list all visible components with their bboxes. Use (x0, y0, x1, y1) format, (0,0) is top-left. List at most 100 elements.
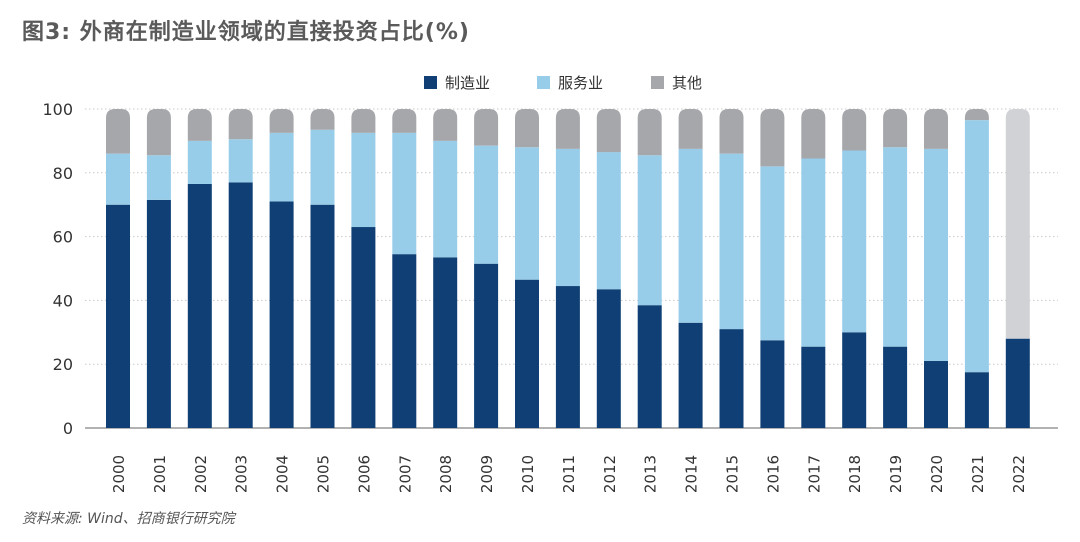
bar-2011-other (555, 109, 580, 149)
x-tick-label-2001: 2001 (151, 455, 169, 493)
bar-2001-other (146, 109, 171, 156)
bar-2003-manufacturing (228, 182, 253, 428)
bar-2004-services (269, 132, 294, 202)
bar-2009-services (474, 145, 499, 264)
bar-2006-other (351, 109, 376, 133)
bar-2012-manufacturing (596, 289, 621, 428)
bar-2012-other (596, 109, 621, 153)
bar-2013-other (637, 109, 662, 156)
bar-2019-manufacturing (883, 346, 908, 428)
legend-item-manufacturing: 制造业 (424, 70, 490, 94)
bar-2015-manufacturing (719, 329, 744, 428)
bar-2002-other (187, 109, 212, 141)
bar-2008-other (433, 109, 458, 141)
bar-2014-services (678, 148, 703, 323)
x-tick-label-2008: 2008 (437, 455, 455, 493)
bar-2014-manufacturing (678, 322, 703, 428)
bar-2010-other (515, 109, 539, 148)
y-tick-label-100: 100 (42, 100, 73, 119)
x-tick-label-2009: 2009 (478, 455, 496, 493)
x-tick-label-2019: 2019 (887, 455, 905, 493)
bar-2009-manufacturing (474, 263, 499, 428)
bar-2021-other (964, 109, 989, 121)
bar-2012-services (596, 152, 621, 290)
legend-item-services: 服务业 (537, 70, 603, 94)
x-tick-label-2012: 2012 (601, 455, 619, 493)
bar-2003-services (228, 139, 253, 183)
y-tick-label-0: 0 (63, 419, 73, 438)
bar-2006-services (351, 132, 376, 228)
bar-2006-manufacturing (351, 227, 376, 428)
bar-2020-services (924, 148, 948, 362)
bar-2016-other (760, 109, 785, 167)
bar-2019-services (883, 147, 908, 347)
x-tick-label-2005: 2005 (315, 455, 333, 493)
x-tick-label-2011: 2011 (560, 455, 578, 493)
x-tick-label-2015: 2015 (724, 455, 742, 493)
source-note: 资料来源: Wind、招商银行研究院 (22, 511, 235, 527)
bar-2021-services (964, 120, 989, 373)
bar-2010-manufacturing (515, 279, 539, 428)
bar-2001-services (146, 155, 171, 200)
chart-legend: 制造业 服务业 其他 (0, 70, 1080, 94)
legend-label-manufacturing: 制造业 (445, 73, 491, 92)
x-tick-label-2022: 2022 (1010, 455, 1028, 493)
bar-2008-services (433, 140, 458, 258)
bar-2017-services (801, 158, 826, 347)
bar-2003-other (228, 109, 253, 140)
x-tick-label-2013: 2013 (642, 455, 660, 493)
bar-2004-manufacturing (269, 201, 294, 428)
bar-2005-other (310, 109, 335, 130)
x-tick-label-2017: 2017 (805, 455, 823, 493)
legend-item-other: 其他 (651, 70, 702, 94)
bar-2015-other (719, 109, 744, 154)
bar-2018-other (842, 109, 867, 151)
bar-2021-manufacturing (964, 372, 989, 428)
x-tick-label-2016: 2016 (764, 455, 782, 493)
bar-2022-other (1005, 109, 1030, 339)
x-tick-label-2003: 2003 (233, 455, 251, 493)
bar-2013-services (637, 155, 662, 306)
bar-2004-other (269, 109, 294, 133)
bar-2020-other (924, 109, 948, 149)
x-tick-label-2020: 2020 (928, 455, 946, 493)
bar-2011-manufacturing (555, 286, 580, 428)
bar-2019-other (883, 109, 908, 148)
y-tick-label-40: 40 (53, 291, 73, 310)
legend-swatch-services (537, 75, 550, 89)
chart-title: 图3: 外商在制造业领域的直接投资占比(%) (22, 20, 470, 45)
bar-2014-other (678, 109, 703, 149)
x-tick-label-2002: 2002 (192, 455, 210, 493)
bar-2018-manufacturing (842, 332, 867, 428)
bar-2009-other (474, 109, 499, 146)
legend-swatch-other (651, 75, 664, 89)
bar-2000-manufacturing (106, 204, 130, 428)
bar-2000-other (106, 109, 130, 154)
x-tick-label-2021: 2021 (969, 455, 987, 493)
bar-2002-manufacturing (187, 183, 212, 428)
x-tick-label-2000: 2000 (110, 455, 128, 493)
x-tick-label-2007: 2007 (396, 455, 414, 493)
bar-2018-services (842, 150, 867, 333)
x-tick-label-2014: 2014 (683, 455, 701, 493)
bar-2007-manufacturing (392, 254, 417, 428)
bar-2016-manufacturing (760, 340, 785, 428)
legend-label-other: 其他 (672, 73, 703, 92)
x-tick-label-2018: 2018 (846, 455, 864, 493)
bar-2022-manufacturing (1005, 338, 1030, 428)
bar-2017-manufacturing (801, 346, 826, 428)
bar-2002-services (187, 140, 212, 184)
x-tick-label-2004: 2004 (274, 455, 292, 493)
bar-2005-manufacturing (310, 204, 335, 428)
bar-2020-manufacturing (924, 361, 948, 428)
x-tick-label-2006: 2006 (355, 455, 373, 493)
bar-2010-services (515, 147, 539, 280)
bar-2016-services (760, 166, 785, 341)
bar-2008-manufacturing (433, 257, 458, 428)
bar-2000-services (106, 153, 130, 205)
bar-2007-other (392, 109, 417, 133)
bar-2005-services (310, 129, 335, 205)
bar-2015-services (719, 153, 744, 330)
y-tick-label-60: 60 (53, 228, 73, 247)
